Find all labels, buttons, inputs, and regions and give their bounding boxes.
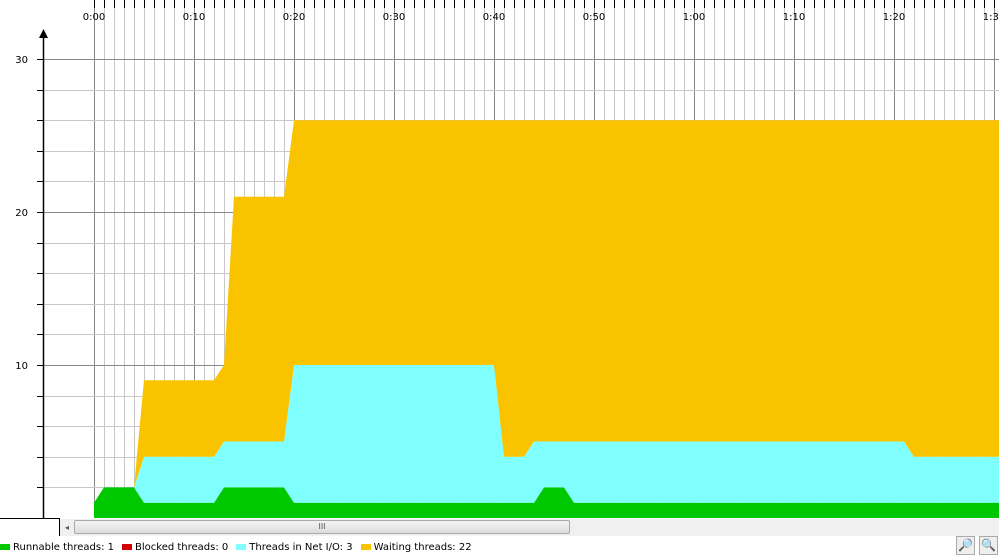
legend-item-runnable: Runnable threads: 1 [0, 542, 114, 553]
thread-chart: 0:00 0:10 0:20 0:30 0:40 0:50 1:00 1:10 1:20 1:30… [15, 0, 999, 518]
area-threads-in-net-i-o [94, 365, 999, 503]
zoom-out-button[interactable]: 🔍 [979, 536, 998, 555]
magnifier-icon: 🔎 [958, 538, 973, 552]
x-tick-label: 0:10 [183, 12, 205, 23]
legend-label: Blocked threads: 0 [135, 541, 229, 553]
x-tick-label: 1:20 [883, 12, 905, 23]
legend-label: Threads in Net I/O: 3 [249, 541, 353, 553]
legend-item-waiting: Waiting threads: 22 [360, 541, 472, 553]
x-tick-label: 1:30 [983, 12, 999, 23]
x-tick-label: 1:00 [683, 12, 705, 23]
area-waiting-threads [94, 120, 999, 503]
zoom-in-button[interactable]: 🔎 [956, 536, 975, 555]
x-tick-label: 0:50 [583, 12, 605, 23]
horizontal-scrollbar[interactable]: ◂ III [60, 519, 999, 536]
legend-swatch [236, 544, 247, 550]
legend-item-blocked: Blocked threads: 0 [122, 542, 228, 553]
legend-swatch [360, 544, 371, 550]
legend-label: Runnable threads: 1 [13, 541, 114, 553]
legend-swatch [122, 544, 132, 550]
x-tick-label: 1:10 [783, 12, 805, 23]
corner-box [0, 518, 60, 536]
x-tick-label: 0:30 [383, 12, 405, 23]
scrollbar-thumb[interactable]: III [74, 520, 570, 534]
x-tick-label: 0:40 [483, 12, 505, 23]
legend-swatch [0, 544, 10, 550]
x-tick-label: 0:00 [83, 12, 105, 23]
x-tick-label: 0:20 [283, 12, 305, 23]
legend-item-net-io: Threads in Net I/O: 3 [236, 541, 353, 553]
legend-label: Waiting threads: 22 [373, 541, 472, 553]
legend: Runnable threads: 1 Blocked threads: 0 T… [0, 540, 480, 554]
y-tick-label: 10 [15, 361, 28, 372]
area-runnable-threads [94, 487, 999, 518]
y-tick-label: 20 [15, 208, 28, 219]
y-tick-label: 30 [15, 55, 28, 66]
scroll-left-arrow-icon[interactable]: ◂ [64, 523, 69, 532]
zoom-out-icon: 🔍 [981, 538, 996, 552]
y-axis-arrow-icon [39, 29, 48, 38]
